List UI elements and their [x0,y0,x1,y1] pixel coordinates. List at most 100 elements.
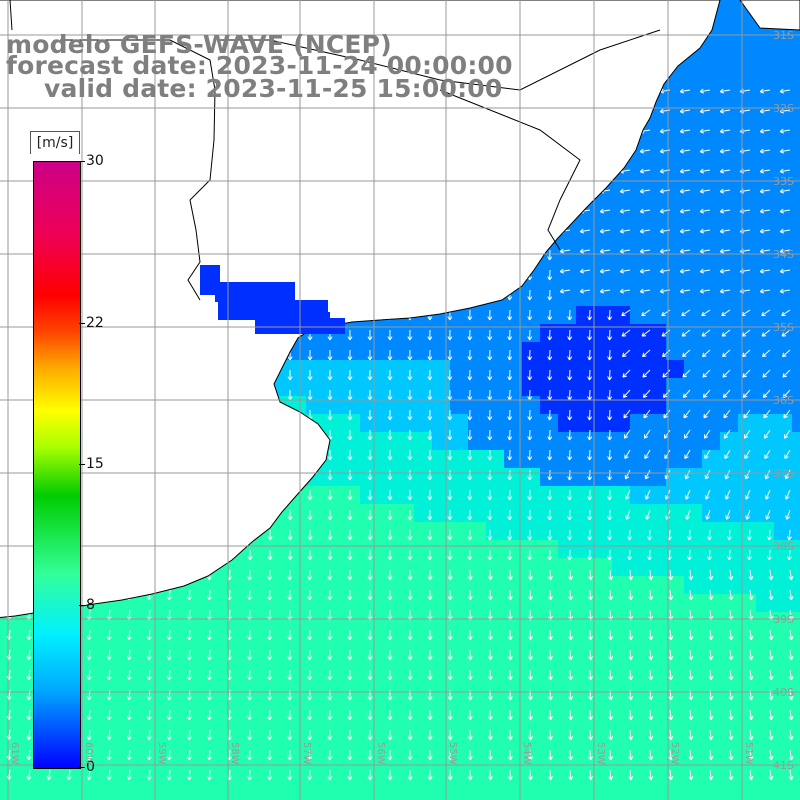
wind-arrow [487,369,493,381]
wind-arrow [186,749,192,761]
wind-cell [558,234,577,253]
wind-arrow [427,649,433,661]
wind-arrow [567,769,573,781]
wind-arrow [622,349,631,358]
wind-cell [594,558,613,577]
wind-cell [720,396,739,415]
wind-cell [720,486,739,505]
wind-arrow [467,549,473,561]
wind-cell [630,342,649,361]
wind-arrow [599,228,611,234]
wind-cell [216,576,235,595]
wind-arrow [688,669,694,681]
wind-cell [792,414,800,433]
wind-cell [540,540,559,559]
wind-cell [648,414,667,433]
wind-cell [702,342,721,361]
wind-cell [630,432,649,451]
wind-cell [630,360,649,379]
wind-arrow [327,589,333,601]
wind-arrow [467,589,473,601]
wind-cell [378,522,397,541]
wind-cell [414,360,433,379]
wind-arrow [628,769,634,781]
wind-cell [378,540,397,559]
wind-arrow [367,509,373,521]
wind-cell [630,198,649,217]
wind-cell [288,648,307,667]
wind-cell [360,612,379,631]
wind-arrow [467,429,473,441]
wind-arrow [467,349,473,361]
wind-cell [288,522,307,541]
wind-cell [738,504,757,523]
wind-cell [414,486,433,505]
wind-cell [720,630,739,649]
wind-cell [792,378,800,397]
wind-arrow [547,629,553,641]
wind-arrow [759,248,771,254]
wind-arrow [759,128,771,134]
wind-cell [774,288,793,307]
wind-arrow [679,108,691,114]
wind-cell [450,450,469,469]
wind-cell [756,738,775,757]
wind-cell [666,306,685,325]
estuary-cell [300,312,330,332]
wind-cell [144,702,163,721]
wind-arrow [307,649,313,661]
wind-cell [684,180,703,199]
wind-arrow [367,709,373,721]
wind-cell [774,504,793,523]
wind-cell [450,396,469,415]
wind-cell [594,306,613,325]
wind-cell [108,684,127,703]
wind-cell [540,432,559,451]
wind-cell [684,738,703,757]
wind-cell [558,414,577,433]
wind-cell [558,324,577,343]
wind-cell [792,738,800,757]
wind-arrow [788,729,794,741]
wind-arrow [547,589,553,601]
wind-cell [414,558,433,577]
wind-cell [756,648,775,667]
wind-cell [396,576,415,595]
wind-cell [18,666,37,685]
wind-cell [324,522,343,541]
wind-cell [216,792,235,800]
wind-cell [702,576,721,595]
wind-arrow [527,669,533,681]
wind-cell [702,666,721,685]
wind-cell [774,234,793,253]
wind-cell [648,450,667,469]
wind-cell [432,648,451,667]
wind-arrow [788,569,794,581]
wind-arrow [327,410,333,421]
wind-cell [648,504,667,523]
wind-arrow [327,749,333,761]
wind-cell [450,720,469,739]
wind-cell [576,234,595,253]
wind-cell [774,558,793,577]
wind-cell [792,612,800,631]
wind-cell [702,234,721,253]
wind-arrow [702,369,711,378]
wind-arrow [779,268,791,274]
wind-cell [216,666,235,685]
wind-cell [612,738,631,757]
wind-arrow [701,329,711,337]
wind-arrow [427,369,433,381]
wind-arrow [619,268,631,274]
wind-cell [450,648,469,667]
wind-cell [630,702,649,721]
wind-arrow [668,649,674,661]
wind-arrow [762,389,771,398]
longitude-label: 58W [229,742,240,765]
wind-cell [504,486,523,505]
wind-arrow [648,709,654,721]
wind-arrow [587,629,593,641]
wind-arrow [728,589,734,601]
wind-cell [612,612,631,631]
latitude-label: 38S [773,540,794,553]
